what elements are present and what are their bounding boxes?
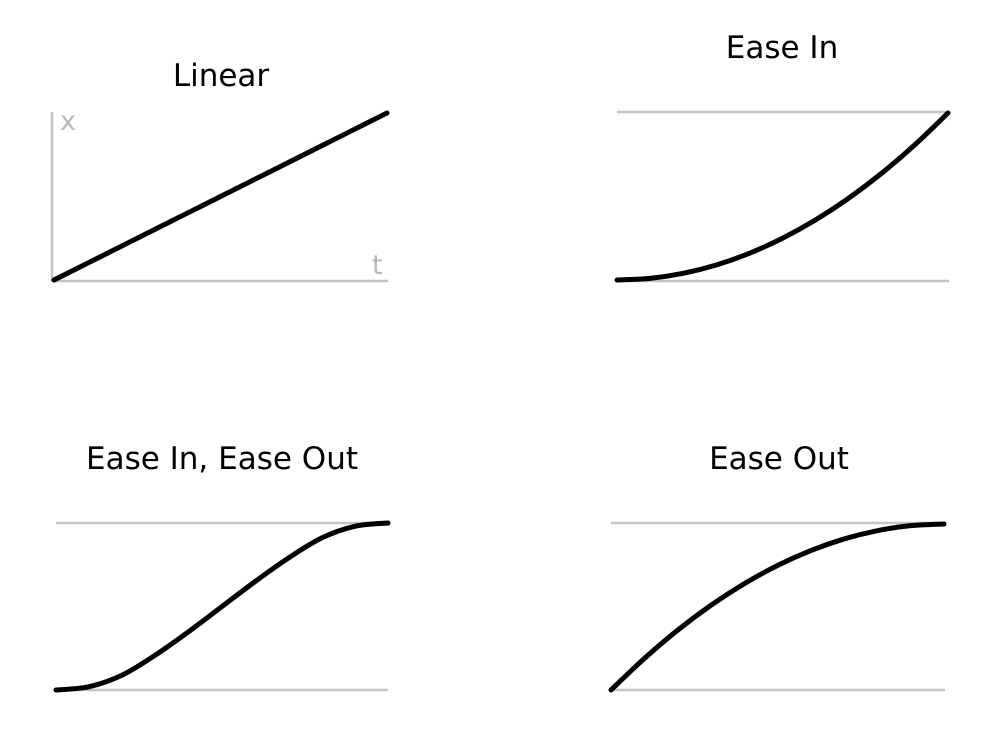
chart-title: Linear bbox=[173, 58, 270, 94]
x-axis-label: t bbox=[372, 250, 383, 281]
series-line-ease-in-ease-out bbox=[56, 523, 388, 690]
chart-title: Ease In bbox=[726, 30, 838, 66]
series-line-linear bbox=[54, 113, 387, 280]
chart-panel-ease-in-ease-out: Ease In, Ease Out bbox=[56, 441, 388, 690]
chart-title: Ease In, Ease Out bbox=[86, 441, 358, 477]
chart-panel-linear: Linear x t bbox=[52, 58, 388, 281]
chart-panel-ease-in: Ease In bbox=[617, 30, 949, 281]
series-line-ease-out bbox=[611, 524, 944, 690]
chart-title: Ease Out bbox=[709, 441, 849, 477]
series-line-ease-in bbox=[617, 113, 948, 280]
y-axis-label: x bbox=[60, 106, 76, 137]
chart-panel-ease-out: Ease Out bbox=[611, 441, 945, 690]
